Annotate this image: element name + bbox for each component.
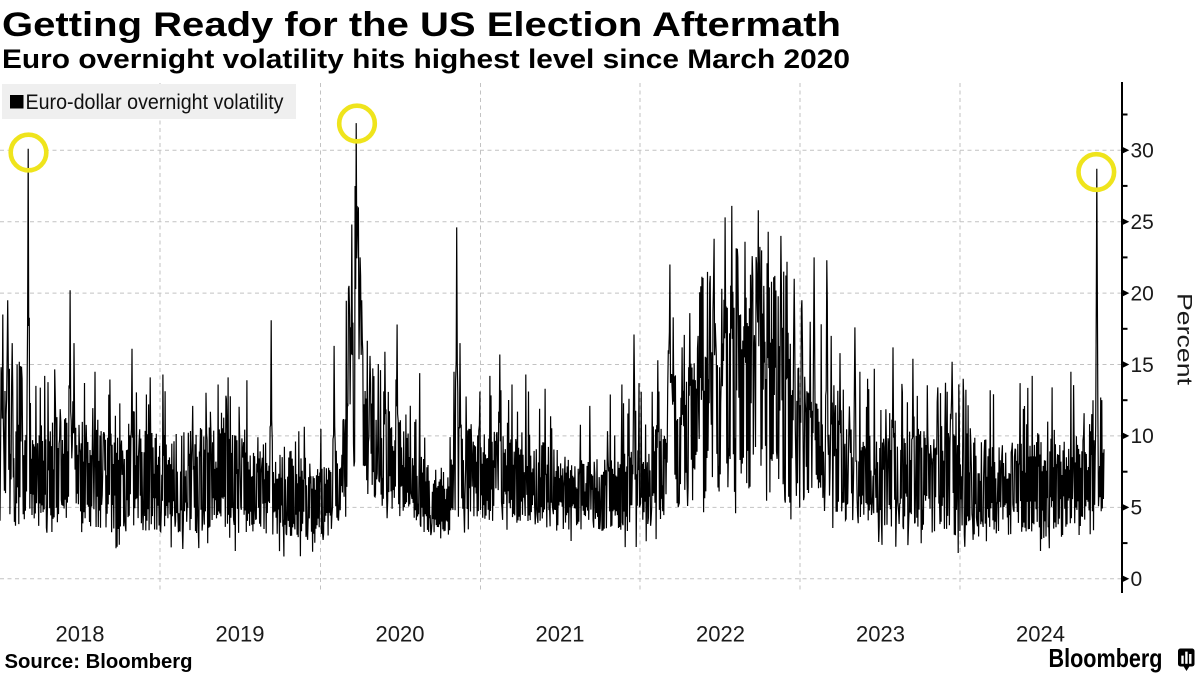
svg-text:2020: 2020 <box>376 622 425 647</box>
svg-text:Euro overnight volatility hits: Euro overnight volatility hits highest l… <box>2 44 850 74</box>
svg-text:5: 5 <box>1131 497 1143 520</box>
svg-text:10: 10 <box>1131 425 1154 448</box>
svg-text:25: 25 <box>1131 211 1154 234</box>
svg-text:2022: 2022 <box>696 622 745 647</box>
svg-text:30: 30 <box>1131 140 1154 163</box>
svg-text:0: 0 <box>1131 568 1143 591</box>
svg-text:Bloomberg: Bloomberg <box>1049 643 1163 673</box>
svg-text:Euro-dollar overnight volatili: Euro-dollar overnight volatility <box>26 90 284 114</box>
svg-text:15: 15 <box>1131 354 1154 377</box>
svg-text:20: 20 <box>1131 282 1154 305</box>
svg-text:Source: Bloomberg: Source: Bloomberg <box>5 651 193 673</box>
svg-text:2018: 2018 <box>56 622 105 647</box>
svg-text:2023: 2023 <box>856 622 905 647</box>
svg-text:Percent: Percent <box>1173 293 1196 385</box>
svg-text:Getting Ready for the US Elect: Getting Ready for the US Election Afterm… <box>2 6 841 44</box>
svg-text:2024: 2024 <box>1016 622 1065 647</box>
svg-text:2021: 2021 <box>536 622 585 647</box>
svg-text:2019: 2019 <box>216 622 265 647</box>
